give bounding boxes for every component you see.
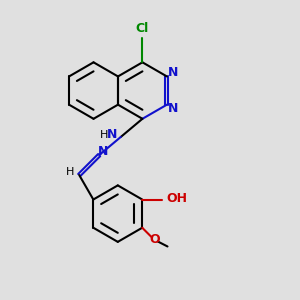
Text: OH: OH [166, 192, 187, 206]
Text: N: N [98, 145, 108, 158]
Text: Cl: Cl [136, 22, 149, 35]
Text: O: O [149, 232, 160, 245]
Text: H: H [100, 130, 109, 140]
Text: N: N [168, 102, 178, 115]
Text: N: N [107, 128, 118, 141]
Text: H: H [66, 167, 74, 177]
Text: N: N [168, 66, 178, 79]
